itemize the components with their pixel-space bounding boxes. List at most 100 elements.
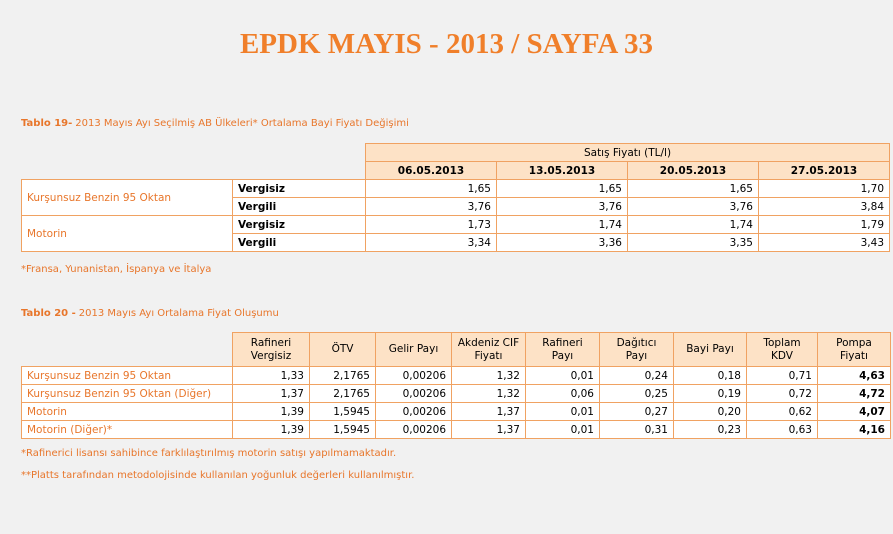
cell: 0,01	[525, 402, 600, 421]
cell: 0,27	[599, 402, 674, 421]
cell: 0,00206	[375, 366, 452, 385]
cell: 0,71	[746, 366, 818, 385]
cell: 3,35	[627, 233, 759, 252]
row: Motorin (Diğer)* 1,39 1,5945 0,00206 1,37 0,0…	[21, 420, 891, 439]
caption-label: Tablo 19-	[21, 118, 73, 129]
cell: 1,37	[232, 384, 310, 403]
row-label: Kurşunsuz Benzin 95 Oktan	[21, 366, 233, 385]
cell: 3,34	[365, 233, 497, 252]
cell: 1,65	[627, 179, 759, 198]
row: Vergili 3,34 3,36 3,35 3,43	[22, 233, 891, 252]
footnote: *Rafinerici lisansı sahibince farklılaşt…	[21, 448, 397, 459]
cell: 1,74	[627, 215, 759, 234]
cell: 3,36	[496, 233, 628, 252]
column-header: 13.05.2013	[496, 161, 628, 180]
column-header: 27.05.2013	[757, 161, 891, 180]
column-header: 06.05.2013	[365, 161, 497, 180]
cell: 2,1765	[309, 366, 376, 385]
sub-label: Vergili	[232, 197, 366, 216]
cell: 4,07	[817, 402, 891, 421]
caption-text: 2013 Mayıs Ayı Seçilmiş AB Ülkeleri* Ort…	[75, 118, 409, 129]
row: Motorin 1,39 1,5945 0,00206 1,37 0,01 0,27 0,20…	[21, 402, 891, 421]
cell: 0,31	[599, 420, 674, 439]
row: Kurşunsuz Benzin 95 Oktan 1,33 2,1765 0,002…	[21, 366, 891, 385]
sub-label: Vergili	[232, 233, 366, 252]
cell: 0,72	[746, 384, 818, 403]
cell: 3,84	[757, 197, 891, 216]
cell: 0,06	[525, 384, 600, 403]
group-header: Satış Fiyatı (TL/l)	[364, 143, 891, 162]
header-row: Rafineri Vergisiz ÖTV Gelir Payı Akdeniz CI…	[22, 332, 891, 367]
cell: 0,00206	[375, 384, 452, 403]
row-label: Motorin (Diğer)*	[21, 420, 233, 439]
sub-label: Vergisiz	[232, 179, 366, 198]
cell: 1,32	[451, 384, 526, 403]
cell: 1,65	[365, 179, 497, 198]
table19: Satış Fiyatı (TL/l) 06.05.2013 13.05.2013 2…	[21, 143, 891, 252]
cell: 0,24	[599, 366, 674, 385]
column-header: Dağıtıcı Payı	[599, 332, 674, 367]
cell: 0,23	[673, 420, 747, 439]
table19-caption: Tablo 19- 2013 Mayıs Ayı Seçilmiş AB Ülke…	[21, 118, 409, 129]
cell: 0,20	[673, 402, 747, 421]
caption-text: 2013 Mayıs Ayı Ortalama Fiyat Oluşumu	[78, 308, 279, 319]
table19-footnote: *Fransa, Yunanistan, İspanya ve İtalya	[21, 264, 212, 275]
column-header: 20.05.2013	[627, 161, 759, 180]
row-label: Motorin	[21, 215, 233, 252]
column-header: Rafineri Payı	[525, 332, 600, 367]
cell: 1,73	[365, 215, 497, 234]
row: Vergili 3,76 3,76 3,76 3,84	[22, 197, 891, 216]
row: Kurşunsuz Benzin 95 Oktan (Diğer) 1,37 2,1…	[21, 384, 891, 403]
cell: 1,37	[451, 402, 526, 421]
cell: 1,39	[232, 420, 310, 439]
cell: 2,1765	[309, 384, 376, 403]
table20-caption: Tablo 20 -2013 Mayıs Ayı Ortalama Fiyat …	[21, 308, 279, 319]
cell: 1,74	[496, 215, 628, 234]
row-label: Kurşunsuz Benzin 95 Oktan (Diğer)	[21, 384, 233, 403]
empty	[22, 162, 366, 180]
cell: 0,01	[525, 366, 600, 385]
cell: 3,76	[496, 197, 628, 216]
cell: 1,65	[496, 179, 628, 198]
cell: 0,01	[525, 420, 600, 439]
cell: 1,33	[232, 366, 310, 385]
cell: 0,00206	[375, 402, 452, 421]
column-header: Bayi Payı	[673, 332, 747, 367]
header-row: 06.05.2013 13.05.2013 20.05.2013 27.05.2013	[22, 161, 891, 180]
footnote: **Platts tarafından metodolojisinde kull…	[21, 470, 415, 481]
caption-label: Tablo 20 -	[21, 308, 76, 319]
cell: 0,63	[746, 420, 818, 439]
cell: 0,18	[673, 366, 747, 385]
cell: 3,76	[627, 197, 759, 216]
cell: 1,79	[757, 215, 891, 234]
cell: 3,76	[365, 197, 497, 216]
row: Kurşunsuz Benzin 95 Oktan Vergisiz 1,65 1,6…	[21, 179, 891, 216]
cell: 0,00206	[375, 420, 452, 439]
column-header: Pompa Fiyatı	[817, 332, 891, 367]
empty	[22, 333, 233, 367]
cell: 1,70	[757, 179, 891, 198]
page-title: EPDK MAYIS - 2013 / SAYFA 33	[239, 28, 654, 60]
column-header: Toplam KDV	[746, 332, 818, 367]
cell: 4,72	[817, 384, 891, 403]
column-header: Gelir Payı	[375, 332, 452, 367]
sub-label: Vergisiz	[232, 215, 366, 234]
row-label: Kurşunsuz Benzin 95 Oktan	[21, 179, 233, 216]
empty	[22, 144, 366, 162]
cell: 0,62	[746, 402, 818, 421]
cell: 1,37	[451, 420, 526, 439]
table20: Rafineri Vergisiz ÖTV Gelir Payı Akdeniz CI…	[21, 332, 891, 439]
cell: 1,39	[232, 402, 310, 421]
row: Motorin Vergisiz 1,73 1,74 1,74 1,79	[21, 215, 891, 252]
cell: 4,63	[817, 366, 891, 385]
cell: 1,5945	[309, 420, 376, 439]
cell: 0,25	[599, 384, 674, 403]
column-header: ÖTV	[309, 332, 376, 367]
row-label: Motorin	[21, 402, 233, 421]
cell: 1,5945	[309, 402, 376, 421]
column-header: Akdeniz CIF Fiyatı	[451, 332, 526, 367]
header-row: Satış Fiyatı (TL/l)	[22, 143, 891, 162]
cell: 4,16	[817, 420, 891, 439]
cell: 3,43	[757, 233, 891, 252]
